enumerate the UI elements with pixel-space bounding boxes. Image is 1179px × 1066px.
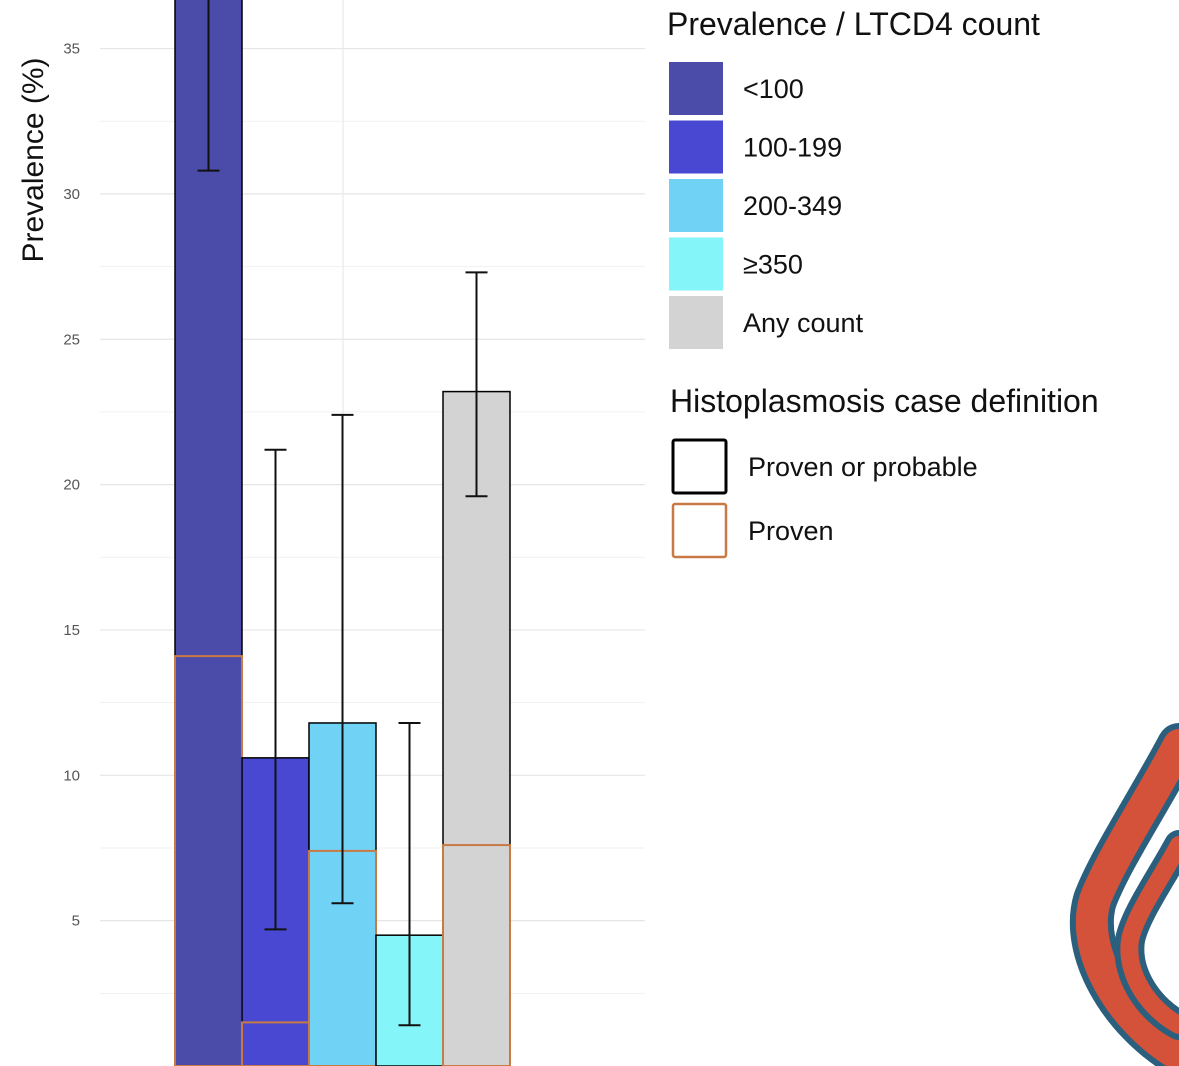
legend-label-any-count: Any count bbox=[743, 308, 864, 338]
bar-proven-any-count bbox=[442, 844, 511, 1066]
corner-logo bbox=[1069, 723, 1179, 1066]
legend-outline: Histoplasmosis case definition Proven or… bbox=[670, 383, 1099, 559]
y-tick-label: 10 bbox=[63, 767, 80, 784]
logo-red-band bbox=[1075, 729, 1179, 1066]
y-axis-ticks: 5 10 15 20 25 30 35 bbox=[63, 41, 80, 930]
legend-swatch-ge350 bbox=[669, 237, 723, 291]
y-tick-label: 15 bbox=[63, 622, 80, 639]
legend-label-lt100: <100 bbox=[743, 74, 804, 104]
legend-label-100-199: 100-199 bbox=[743, 133, 842, 163]
legend-swatch-proven bbox=[671, 502, 728, 559]
bar-proven-lt100 bbox=[174, 655, 243, 1066]
bar-proven-100-199 bbox=[241, 1021, 310, 1066]
errorbar-layer bbox=[197, 0, 488, 1027]
y-tick-label: 35 bbox=[63, 41, 80, 58]
y-tick-label: 20 bbox=[63, 477, 80, 494]
logo-inner-red bbox=[1120, 836, 1179, 1034]
legend-label-ge350: ≥350 bbox=[743, 250, 803, 280]
legend-label-proven: Proven bbox=[748, 516, 834, 546]
error-bar-any-count bbox=[465, 271, 488, 498]
legend-fill: Prevalence / LTCD4 count <100 100-199 200-… bbox=[667, 6, 1040, 349]
legend-swatch-200-349 bbox=[669, 179, 723, 232]
error-bar-lt100 bbox=[197, 0, 220, 172]
y-tick-label: 30 bbox=[63, 186, 80, 203]
legend-label-proven-or-probable: Proven or probable bbox=[748, 452, 978, 482]
y-tick-label: 5 bbox=[72, 913, 80, 930]
legend-fill-title: Prevalence / LTCD4 count bbox=[667, 6, 1040, 42]
legend-outline-title: Histoplasmosis case definition bbox=[670, 383, 1099, 419]
error-bar-ge350 bbox=[398, 721, 421, 1027]
legend-label-200-349: 200-349 bbox=[743, 191, 842, 221]
error-bar-200-349 bbox=[331, 413, 354, 905]
error-bar-100-199 bbox=[264, 448, 287, 931]
y-axis-title: Prevalence (%) bbox=[17, 57, 50, 262]
legend-swatch-100-199 bbox=[669, 120, 723, 174]
legend-swatch-lt100 bbox=[669, 62, 723, 115]
y-tick-label: 25 bbox=[63, 331, 80, 348]
legend-swatch-proven-or-probable bbox=[671, 438, 728, 495]
legend-swatch-any-count bbox=[669, 296, 723, 349]
